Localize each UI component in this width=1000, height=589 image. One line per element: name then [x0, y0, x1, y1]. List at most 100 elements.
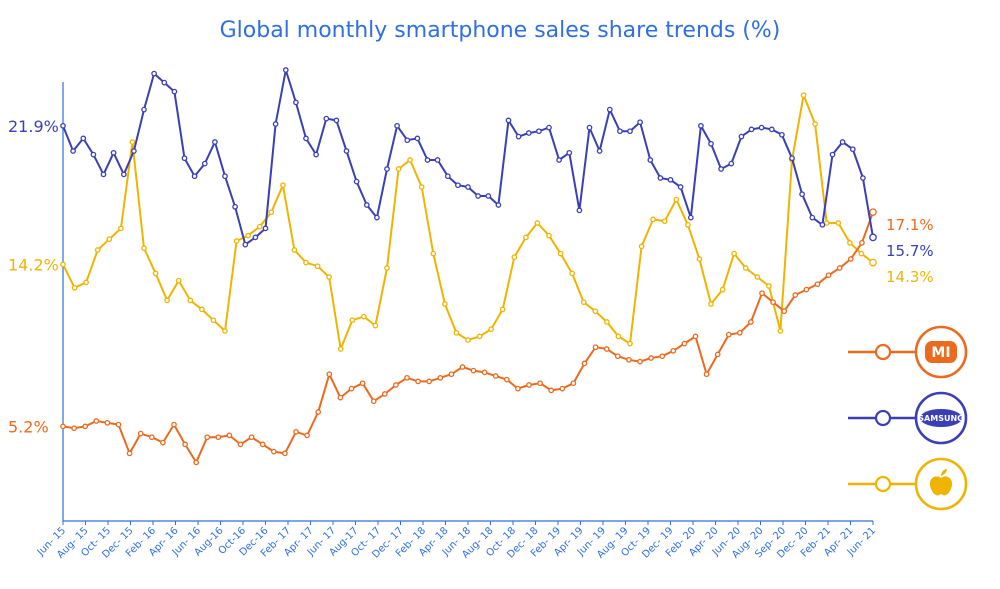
- xiaomi-point: [714, 351, 721, 358]
- apple-point: [696, 256, 703, 262]
- xiaomi-point: [792, 292, 799, 298]
- xiaomi-point: [692, 333, 699, 340]
- apple-point: [812, 121, 818, 127]
- end-label-xiaomi: 17.1%: [886, 216, 934, 234]
- xiaomi-point: [126, 450, 133, 457]
- xiaomi-point: [448, 371, 455, 378]
- legend-item-samsung: SAMSUNG: [848, 391, 968, 445]
- xiaomi-point: [759, 290, 765, 297]
- mi-logo-text: MI: [931, 345, 950, 361]
- apple-point: [291, 247, 298, 253]
- apple-point: [800, 92, 807, 99]
- apple-point: [106, 236, 113, 243]
- apple-point: [465, 337, 471, 343]
- samsung-point: [799, 191, 805, 198]
- xiaomi-point: [270, 448, 277, 455]
- samsung-point: [100, 171, 107, 178]
- xiaomi-point: [537, 380, 543, 387]
- y-label-apple: 14.2%: [8, 255, 59, 274]
- samsung-point: [718, 166, 724, 172]
- apple-point: [256, 223, 263, 230]
- samsung-point: [839, 139, 846, 145]
- samsung-point: [171, 88, 178, 95]
- end-label-samsung: 15.7%: [886, 242, 934, 260]
- apple-leaf-icon: [941, 469, 947, 476]
- apple-point: [418, 184, 425, 190]
- samsung-point: [212, 139, 218, 145]
- apple-logo-icon: [929, 476, 953, 496]
- xiaomi-point: [869, 208, 877, 217]
- samsung-point: [687, 214, 694, 221]
- samsung-point: [566, 149, 573, 156]
- apple-point: [233, 238, 240, 244]
- legend-marker: [874, 343, 892, 361]
- apple-point: [210, 317, 217, 324]
- apple-point: [268, 209, 275, 216]
- apple-point: [719, 286, 726, 293]
- samsung-point: [667, 176, 674, 183]
- xiaomi-point: [770, 299, 776, 306]
- xiaomi-point: [725, 331, 732, 338]
- apple-point: [673, 196, 680, 203]
- apple-point: [361, 313, 367, 320]
- samsung-point: [829, 151, 836, 158]
- samsung-point: [698, 122, 704, 129]
- apple-point: [407, 157, 413, 163]
- samsung-point: [495, 202, 502, 208]
- samsung-point: [343, 148, 350, 154]
- xiaomi-point: [426, 378, 433, 385]
- xiaomi-point: [581, 360, 588, 367]
- samsung-point: [677, 184, 684, 190]
- xiaomi-point: [659, 353, 666, 360]
- xiaomi-point: [337, 394, 344, 401]
- xiaomi-point: [470, 367, 477, 374]
- mi-logo-icon: [925, 341, 957, 363]
- apple-point: [280, 182, 286, 189]
- legend: SAMSUNG MI: [848, 325, 968, 511]
- apple-point: [245, 232, 251, 239]
- xiaomi-point: [304, 432, 310, 439]
- samsung-point: [252, 234, 259, 241]
- apple-point: [326, 274, 332, 280]
- samsung-point: [869, 233, 877, 242]
- xiaomi-point: [82, 423, 89, 430]
- samsung-point: [455, 182, 461, 189]
- apple-point: [523, 234, 529, 241]
- samsung-point: [272, 121, 279, 127]
- samsung-point: [556, 157, 562, 163]
- xiaomi-point: [492, 373, 499, 379]
- xiaomi-point: [348, 385, 355, 392]
- apple-point: [141, 245, 147, 252]
- samsung-point: [323, 115, 330, 122]
- apple-point: [60, 261, 66, 268]
- apple-point: [94, 247, 101, 253]
- samsung-point: [860, 175, 866, 181]
- xiaomi-point: [259, 441, 266, 448]
- samsung-logo-text: SAMSUNG: [918, 414, 963, 423]
- samsung-point: [586, 124, 593, 131]
- samsung-point: [768, 126, 775, 133]
- samsung-point: [242, 241, 249, 248]
- xiaomi-point: [570, 380, 577, 387]
- samsung-point: [181, 155, 188, 162]
- apple-point: [499, 306, 506, 313]
- apple-point: [766, 283, 772, 289]
- samsung-point: [637, 119, 643, 126]
- legend-marker: [874, 409, 892, 427]
- xiaomi-point: [370, 398, 377, 405]
- apple-point: [187, 297, 194, 304]
- apple-point: [731, 250, 737, 257]
- apple-line: [62, 94, 874, 350]
- xiaomi-point: [603, 346, 610, 352]
- samsung-point: [758, 124, 765, 131]
- samsung-point: [70, 148, 76, 154]
- apple-point: [372, 322, 379, 329]
- samsung-point: [465, 184, 471, 190]
- apple-point: [777, 328, 784, 334]
- xiaomi-point: [237, 441, 244, 448]
- series-samsung: [60, 67, 877, 248]
- xiaomi-point: [204, 434, 211, 441]
- xiaomi-point: [548, 387, 555, 394]
- samsung-point: [120, 171, 127, 178]
- xiaomi-point: [503, 376, 510, 383]
